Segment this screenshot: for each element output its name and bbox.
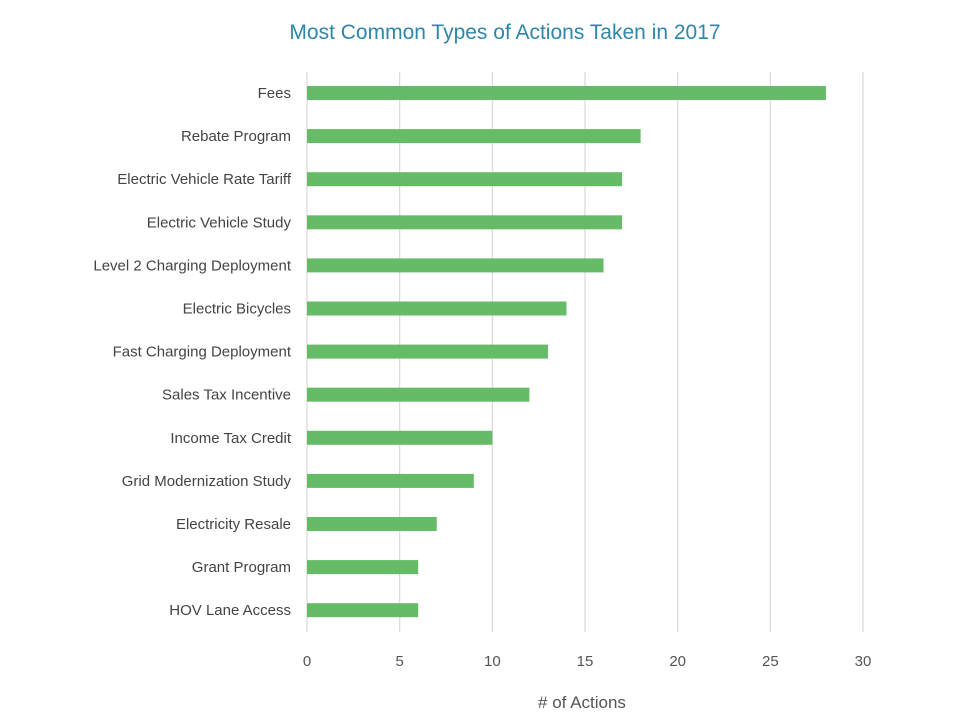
- x-tick-label: 20: [669, 653, 686, 670]
- bar: [307, 473, 474, 488]
- bar: [307, 430, 493, 445]
- x-tick-label: 25: [762, 653, 779, 670]
- category-label: Fast Charging Deployment: [113, 344, 292, 361]
- bar: [307, 603, 419, 618]
- bar: [307, 517, 437, 531]
- bar: [307, 301, 567, 316]
- bar: [307, 387, 530, 402]
- x-tick-label: 5: [395, 653, 403, 670]
- bar: [307, 258, 604, 273]
- category-label: Electricity Resale: [176, 516, 291, 533]
- category-labels: Fees Rebate Program Electric Vehicle Rate …: [93, 85, 291, 619]
- category-label: Electric Bicycles: [183, 301, 291, 318]
- x-tick-label: 0: [303, 653, 311, 670]
- category-label: Income Tax Credit: [170, 430, 291, 447]
- bar: [307, 215, 623, 230]
- bar: [307, 560, 419, 575]
- category-label: Level 2 Charging Deployment: [93, 257, 291, 274]
- category-label: Rebate Program: [181, 128, 291, 145]
- chart-title: Most Common Types of Actions Taken in 20…: [289, 21, 720, 44]
- category-label: Sales Tax Incentive: [162, 387, 291, 404]
- category-label: Grant Program: [192, 559, 291, 576]
- category-label: Grid Modernization Study: [122, 473, 292, 490]
- category-label: Electric Vehicle Study: [147, 214, 292, 231]
- bar: [307, 344, 548, 359]
- x-tick-label: 15: [577, 653, 594, 670]
- category-label: HOV Lane Access: [169, 602, 291, 619]
- category-label: Fees: [258, 85, 291, 102]
- x-tick-label: 30: [855, 653, 872, 670]
- x-axis-title: # of Actions: [538, 693, 626, 712]
- bar: [307, 129, 641, 144]
- bars: [307, 86, 826, 618]
- x-tick-label: 10: [484, 653, 501, 670]
- x-tick-labels: 0 5 10 15 20 25 30: [303, 653, 872, 670]
- category-label: Electric Vehicle Rate Tariff: [117, 171, 292, 188]
- bar: [307, 86, 826, 100]
- bar: [307, 172, 623, 187]
